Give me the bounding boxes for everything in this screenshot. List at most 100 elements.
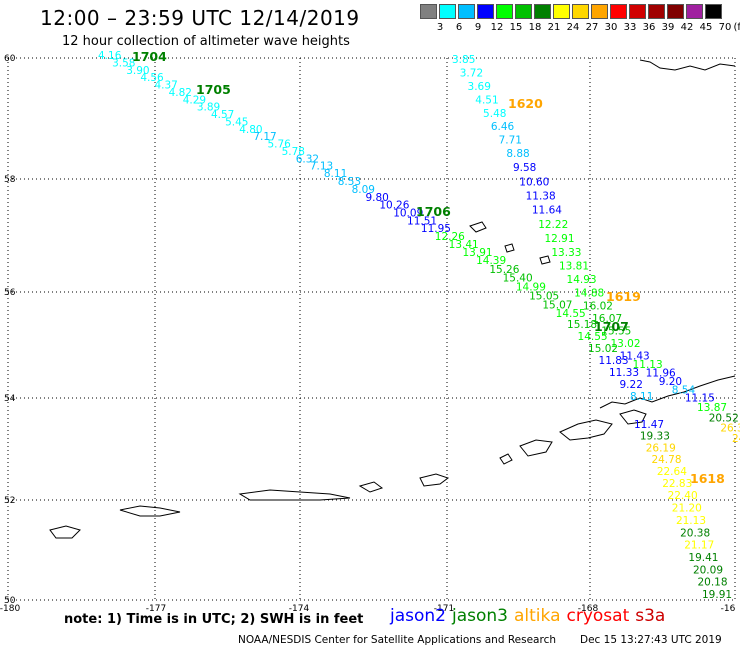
wave-height-value: 10.09 [393, 207, 423, 219]
islands-of-four-mountains [499, 453, 513, 465]
time-label: 1704 [132, 49, 167, 64]
legend-item-jason3: jason3 [452, 606, 508, 626]
scale-swatch [496, 4, 513, 19]
wave-height-value: 11.43 [620, 351, 650, 363]
page-title: 12:00 – 23:59 UTC 12/14/2019 [40, 6, 360, 30]
wave-height-value: 15.05 [529, 290, 559, 302]
generated-timestamp: Dec 15 13:27:43 UTC 2019 [580, 634, 722, 646]
wave-height-value: 10.60 [519, 176, 549, 188]
time-labels: 1704 1705 1706 1707 1620 1619 1618 [132, 49, 725, 486]
latitude-label: 50 [4, 596, 16, 606]
wave-height-value: 10.26 [379, 200, 409, 212]
wave-height-value: 24.78 [651, 454, 681, 466]
wave-height-value: 24 [732, 433, 740, 445]
adak-island [358, 481, 384, 493]
wave-height-value: 19.91 [702, 589, 732, 601]
wave-height-value: 14.55 [578, 331, 608, 343]
scale-swatch [553, 4, 570, 19]
wave-height-value: 20.52 [709, 412, 739, 424]
scale-label: 24 [566, 22, 580, 33]
scale-label: 39 [661, 22, 675, 33]
longitude-axis: -180 -177 -174 -171 -168 -16 [0, 604, 736, 614]
wave-height-value: 11.95 [421, 223, 451, 235]
latitude-label: 58 [4, 175, 16, 185]
wave-height-value: 14.88 [574, 288, 604, 300]
time-label: 1705 [196, 82, 231, 97]
wave-height-value: 14.93 [567, 274, 597, 286]
wave-height-value: 11.51 [407, 215, 437, 227]
time-label: 1706 [416, 204, 451, 219]
wave-height-value: 13.81 [559, 261, 589, 273]
scale-label: 15 [509, 22, 523, 33]
wave-height-value: 22.40 [668, 490, 698, 502]
wave-height-value: 4.56 [140, 72, 164, 84]
wave-height-value: 9.22 [620, 379, 643, 391]
wave-height-value: 11.13 [633, 359, 663, 371]
time-label: 1619 [606, 289, 641, 304]
wave-height-value: 19.33 [640, 431, 670, 443]
wave-height-value: 3.85 [452, 54, 475, 66]
scale-label: 18 [528, 22, 542, 33]
wave-height-value: 3.69 [468, 81, 491, 93]
legend-item-jason2: jason2 [390, 606, 446, 626]
wave-height-value: 4.80 [239, 124, 262, 136]
scale-swatch [515, 4, 532, 19]
coastline [49, 59, 736, 539]
scale-swatch [477, 4, 494, 19]
wave-height-value: 13.41 [449, 239, 479, 251]
wave-height-value: 11.64 [532, 205, 562, 217]
scale-unit: (ft) [733, 22, 740, 33]
time-label: 1707 [594, 319, 629, 334]
wave-height-value: 15.02 [588, 343, 618, 355]
near-islands [49, 525, 81, 539]
scale-swatch [439, 4, 456, 19]
scale-label: 9 [474, 22, 482, 33]
alaska-coast-north [639, 59, 736, 71]
wave-height-value: 11.33 [609, 367, 639, 379]
wave-height-value: 4.51 [475, 94, 498, 106]
wave-height-value: 5.78 [282, 146, 305, 158]
pribilof-2 [504, 243, 515, 253]
latitude-label: 54 [4, 394, 16, 404]
wave-height-value: 8.11 [630, 391, 653, 403]
wave-height-value: 15.07 [542, 299, 572, 311]
latitude-label: 52 [4, 496, 15, 506]
wave-height-value: 15.26 [489, 264, 519, 276]
wave-height-value: 16.07 [592, 313, 622, 325]
wave-height-value: 8.53 [338, 176, 361, 188]
wave-height-value: 12.26 [435, 231, 465, 243]
credit-line: NOAA/NESDIS Center for Satellite Applica… [238, 634, 556, 646]
wave-height-value: 5.45 [225, 116, 248, 128]
scale-label: 12 [490, 22, 504, 33]
umnak-island [519, 439, 553, 457]
scale-label: 42 [680, 22, 694, 33]
wave-height-value: 22.64 [657, 466, 687, 478]
wave-height-value: 7.17 [253, 131, 276, 143]
altimeter-track: 4.163.583.904.564.374.824.293.894.575.45… [98, 50, 653, 403]
altimeter-tracks: 4.163.583.904.564.374.824.293.894.575.45… [98, 50, 740, 601]
wave-height-value: 3.90 [126, 65, 149, 77]
time-label: 1620 [508, 96, 543, 111]
alaska-peninsula [599, 375, 736, 409]
wave-height-value: 26.38 [720, 423, 740, 435]
pribilof-1 [469, 221, 487, 233]
scale-label: 70 [718, 22, 732, 33]
scale-swatch [610, 4, 627, 19]
longitude-label: -177 [146, 604, 166, 614]
wave-height-value: 20.38 [680, 527, 710, 539]
wave-height-value: 13.02 [610, 338, 640, 350]
wave-height-value: 7.71 [499, 135, 522, 147]
latitude-axis: 60 58 56 54 52 50 [4, 54, 16, 606]
andreanof-chain [238, 489, 351, 501]
wave-height-value: 3.72 [460, 67, 483, 79]
unimak-island [619, 409, 647, 425]
wave-height-value: 14.39 [476, 255, 506, 267]
rat-islands [119, 505, 181, 517]
scale-swatch [458, 4, 475, 19]
wave-height-value: 4.57 [211, 109, 234, 121]
satellite-legend: jason2 jason3 altika cryosat s3a [390, 606, 671, 626]
wave-height-value: 8.88 [506, 148, 529, 160]
time-label: 1618 [690, 471, 725, 486]
wave-height-value: 8.09 [352, 184, 375, 196]
wave-height-value: 14.55 [556, 308, 586, 320]
